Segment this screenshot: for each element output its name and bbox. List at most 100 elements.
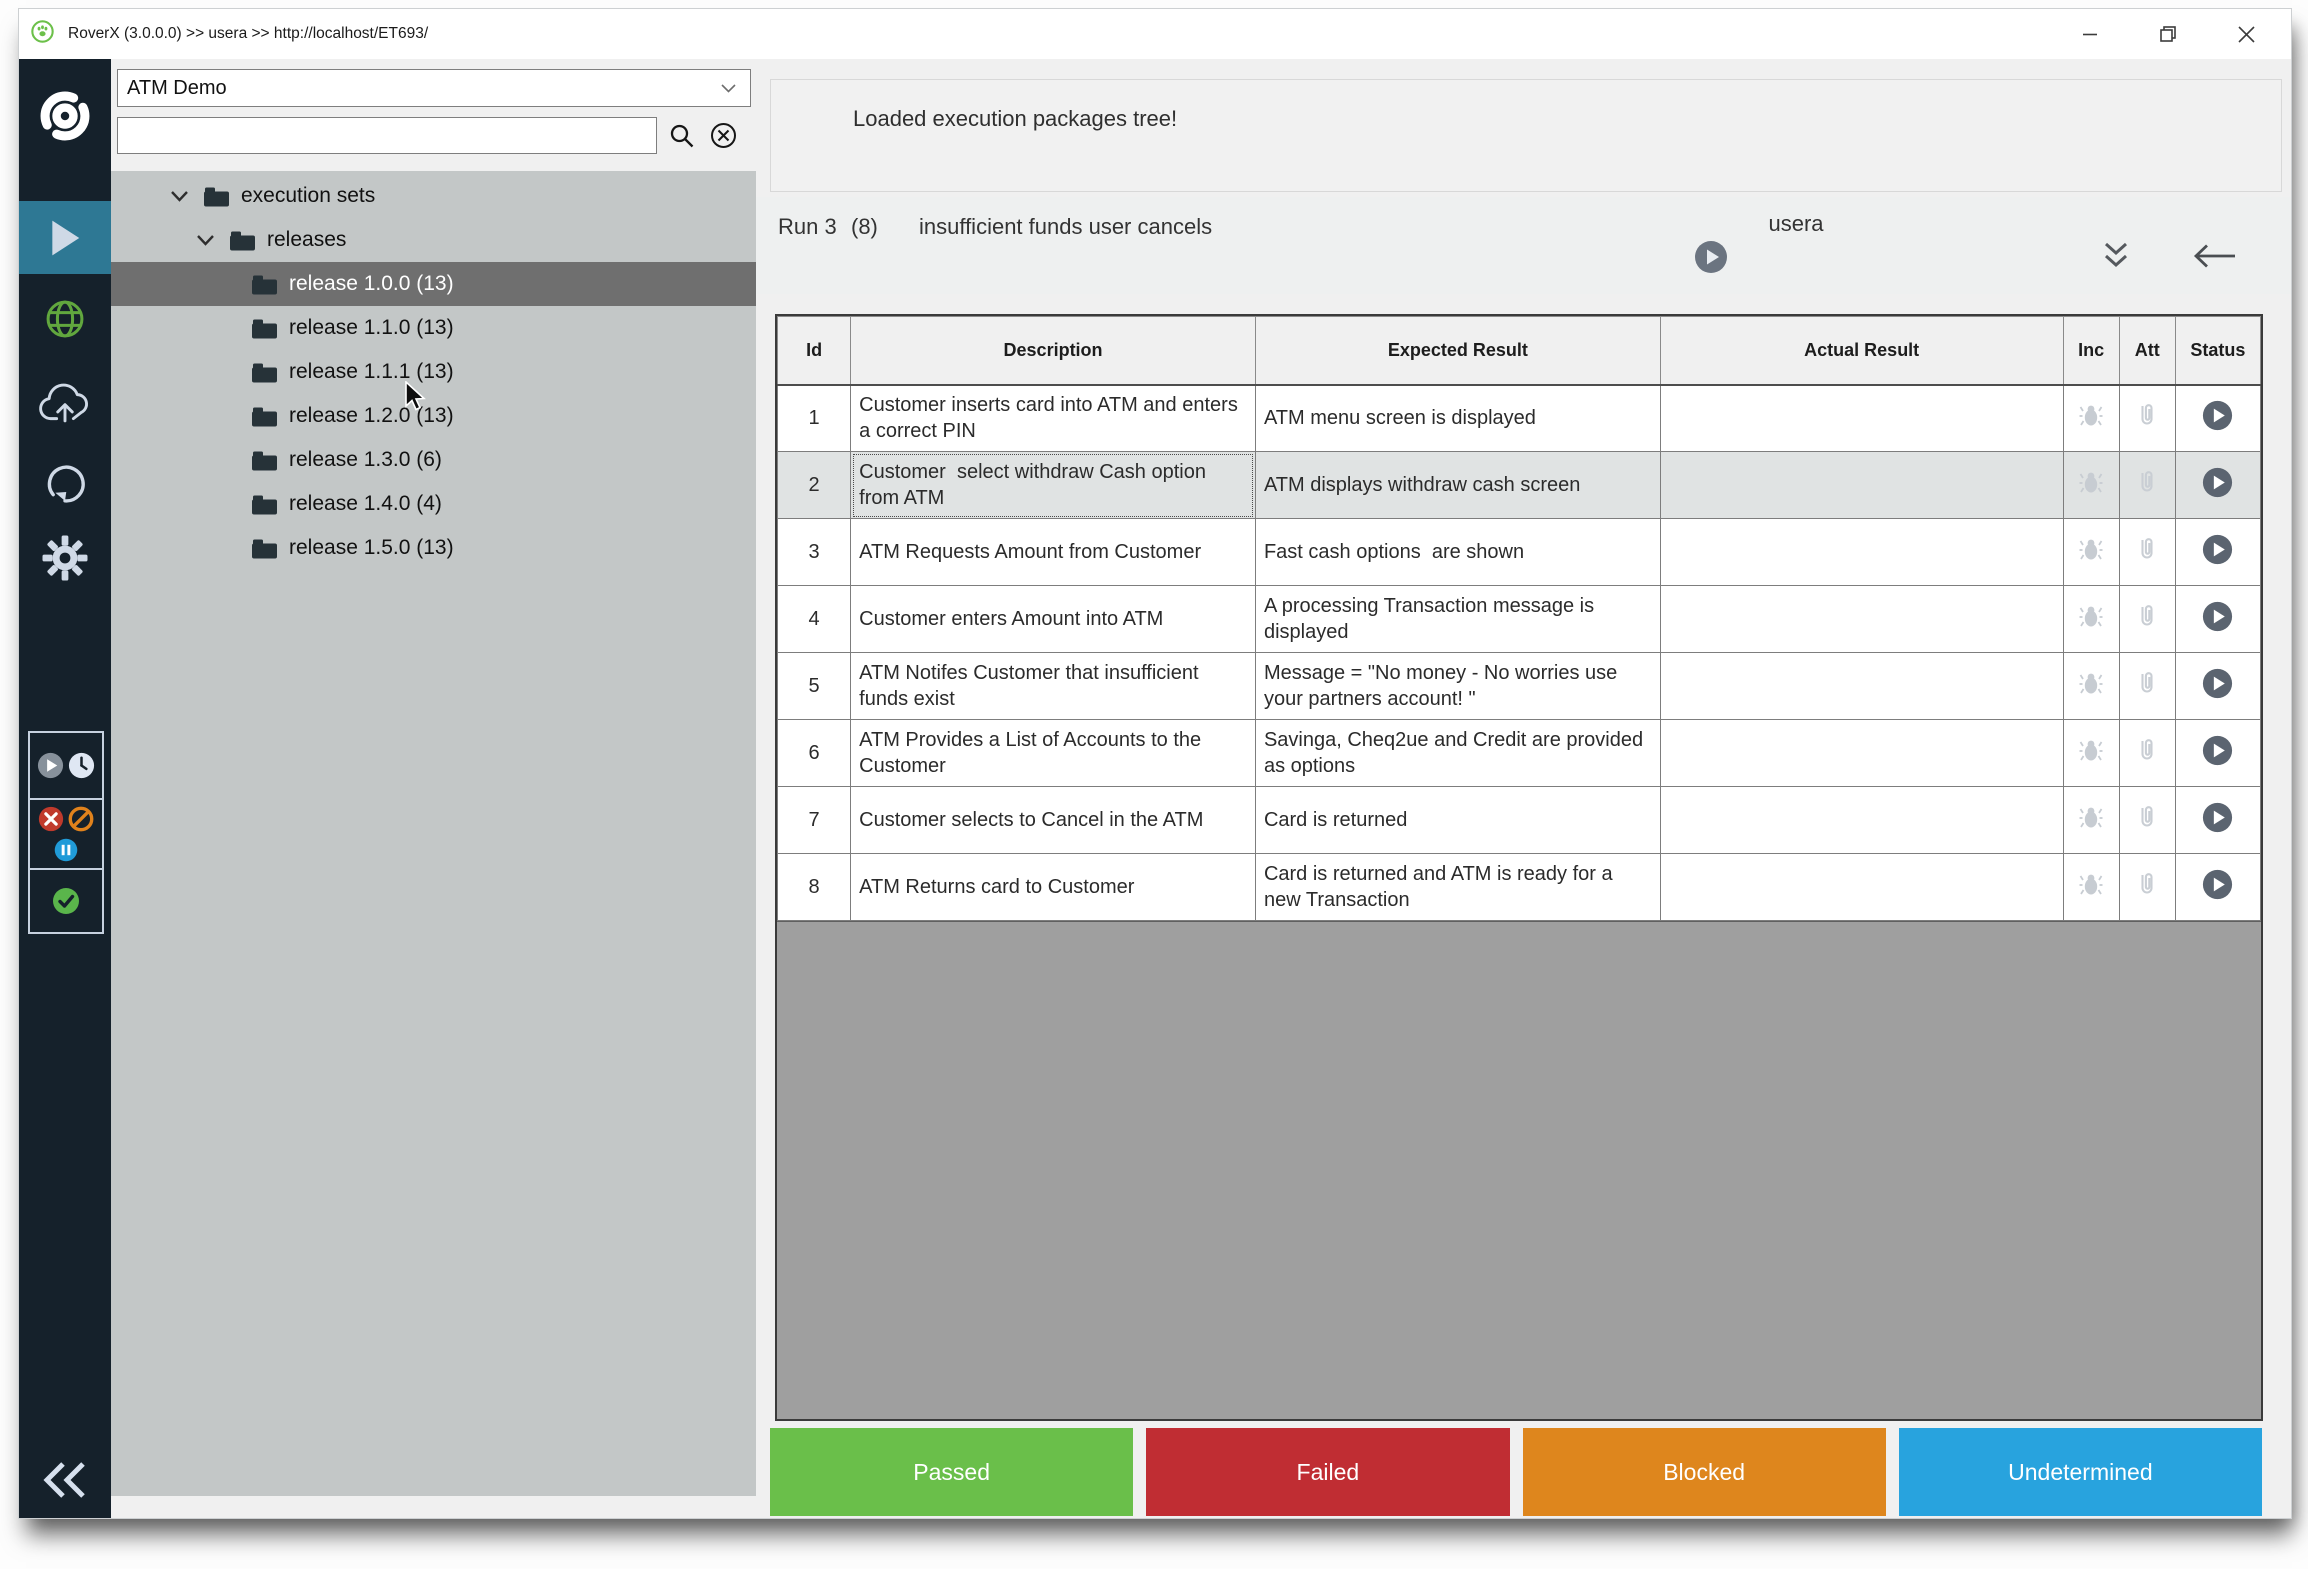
- step-status-cell[interactable]: [2174, 518, 2262, 586]
- step-status-cell[interactable]: [2174, 853, 2262, 921]
- sidebar-item-web[interactable]: [19, 291, 111, 347]
- run-step-button-icon[interactable]: [2202, 601, 2233, 632]
- step-expected-result-cell[interactable]: ATM displays withdraw cash screen: [1254, 451, 1661, 519]
- step-actual-result-cell[interactable]: [1659, 786, 2064, 854]
- expand-all-button[interactable]: [2102, 241, 2130, 277]
- step-status-cell[interactable]: [2174, 384, 2262, 452]
- step-description-cell[interactable]: ATM Requests Amount from Customer: [850, 518, 1256, 586]
- sidebar-item-run[interactable]: [19, 201, 111, 274]
- step-status-cell[interactable]: [2174, 652, 2262, 720]
- run-step-button-icon[interactable]: [2202, 802, 2233, 833]
- sidebar-item-restore-run[interactable]: [19, 457, 111, 511]
- step-expected-result-cell[interactable]: Message = "No money - No worries use you…: [1254, 652, 1661, 720]
- step-description-cell[interactable]: Customer inserts card into ATM and enter…: [850, 384, 1256, 452]
- tree-expand-chevron-icon[interactable]: [170, 190, 189, 202]
- run-step-button-icon[interactable]: [2202, 467, 2233, 498]
- test-step-row[interactable]: 7 Customer selects to Cancel in the ATM Ca…: [776, 786, 2262, 854]
- clear-search-button[interactable]: [705, 117, 742, 154]
- step-expected-result-cell[interactable]: Card is returned and ATM is ready for a …: [1254, 853, 1661, 921]
- run-step-button-icon[interactable]: [2202, 534, 2233, 565]
- step-expected-result-cell[interactable]: Card is returned: [1254, 786, 1661, 854]
- project-selector[interactable]: ATM Demo: [117, 69, 751, 107]
- step-description-cell[interactable]: ATM Returns card to Customer: [850, 853, 1256, 921]
- tree-item[interactable]: release 1.1.0 (13): [111, 306, 756, 350]
- step-attachment-cell[interactable]: [2118, 451, 2176, 519]
- back-button[interactable]: [2192, 243, 2238, 275]
- test-steps-table: Id Description Expected Result Actual Resul…: [776, 316, 2262, 921]
- minimize-button[interactable]: [2051, 9, 2129, 59]
- test-step-row[interactable]: 4 Customer enters Amount into ATM A proces…: [776, 585, 2262, 653]
- search-button[interactable]: [663, 117, 700, 154]
- step-description-cell[interactable]: Customer enters Amount into ATM: [850, 585, 1256, 653]
- tree-item[interactable]: execution sets: [111, 174, 756, 218]
- sidebar-item-settings[interactable]: [19, 531, 111, 585]
- step-incident-cell[interactable]: [2062, 853, 2120, 921]
- step-actual-result-cell[interactable]: [1659, 451, 2064, 519]
- step-attachment-cell[interactable]: [2118, 786, 2176, 854]
- step-incident-cell[interactable]: [2062, 518, 2120, 586]
- blocked-button[interactable]: Blocked: [1522, 1428, 1886, 1516]
- step-description-cell[interactable]: Customer selects to Cancel in the ATM: [850, 786, 1256, 854]
- step-status-cell[interactable]: [2174, 451, 2262, 519]
- search-icon: [670, 124, 693, 147]
- step-incident-cell[interactable]: [2062, 786, 2120, 854]
- test-step-row[interactable]: 1 Customer inserts card into ATM and ente…: [776, 384, 2262, 452]
- step-status-cell[interactable]: [2174, 719, 2262, 787]
- sidebar-item-upload[interactable]: [19, 377, 111, 429]
- column-header: Description: [850, 316, 1256, 386]
- tree-item[interactable]: release 1.3.0 (6): [111, 438, 756, 482]
- step-status-cell[interactable]: [2174, 585, 2262, 653]
- test-step-row[interactable]: 3 ATM Requests Amount from Customer Fast c…: [776, 518, 2262, 586]
- step-incident-cell[interactable]: [2062, 719, 2120, 787]
- run-step-button-icon[interactable]: [2202, 400, 2233, 431]
- test-step-row[interactable]: 5 ATM Notifes Customer that insufficient …: [776, 652, 2262, 720]
- run-step-button-icon[interactable]: [2202, 668, 2233, 699]
- step-description-cell[interactable]: Customer select withdraw Cash option fro…: [850, 451, 1256, 519]
- restore-button[interactable]: [2129, 9, 2207, 59]
- failed-button[interactable]: Failed: [1146, 1428, 1510, 1516]
- step-attachment-cell[interactable]: [2118, 585, 2176, 653]
- step-attachment-cell[interactable]: [2118, 384, 2176, 452]
- tree-item[interactable]: release 1.1.1 (13): [111, 350, 756, 394]
- run-step-button-icon[interactable]: [2202, 869, 2233, 900]
- roverx-logo-icon[interactable]: [19, 87, 111, 145]
- step-actual-result-cell[interactable]: [1659, 652, 2064, 720]
- step-attachment-cell[interactable]: [2118, 853, 2176, 921]
- step-description-cell[interactable]: ATM Notifes Customer that insufficient f…: [850, 652, 1256, 720]
- step-actual-result-cell[interactable]: [1659, 518, 2064, 586]
- step-status-cell[interactable]: [2174, 786, 2262, 854]
- step-actual-result-cell[interactable]: [1659, 384, 2064, 452]
- search-input[interactable]: [118, 118, 656, 153]
- step-incident-cell[interactable]: [2062, 384, 2120, 452]
- run-step-button-icon[interactable]: [2202, 735, 2233, 766]
- test-step-row[interactable]: 2 Customer select withdraw Cash option fr…: [776, 451, 2262, 519]
- chevron-down-icon: [721, 83, 736, 93]
- close-button[interactable]: [2207, 9, 2285, 59]
- step-incident-cell[interactable]: [2062, 451, 2120, 519]
- step-attachment-cell[interactable]: [2118, 518, 2176, 586]
- step-actual-result-cell[interactable]: [1659, 719, 2064, 787]
- tree-item[interactable]: release 1.2.0 (13): [111, 394, 756, 438]
- step-attachment-cell[interactable]: [2118, 652, 2176, 720]
- step-actual-result-cell[interactable]: [1659, 585, 2064, 653]
- tree-item[interactable]: release 1.0.0 (13): [111, 262, 756, 306]
- step-attachment-cell[interactable]: [2118, 719, 2176, 787]
- tree-item[interactable]: release 1.4.0 (4): [111, 482, 756, 526]
- tree-expand-chevron-icon[interactable]: [196, 234, 215, 246]
- passed-button[interactable]: Passed: [770, 1428, 1134, 1516]
- test-step-row[interactable]: 8 ATM Returns card to Customer Card is ret…: [776, 853, 2262, 921]
- step-expected-result-cell[interactable]: Fast cash options are shown: [1254, 518, 1661, 586]
- step-expected-result-cell[interactable]: Savinga, Cheq2ue and Credit are provided…: [1254, 719, 1661, 787]
- step-expected-result-cell[interactable]: A processing Transaction message is disp…: [1254, 585, 1661, 653]
- step-actual-result-cell[interactable]: [1659, 853, 2064, 921]
- tree-item[interactable]: release 1.5.0 (13): [111, 526, 756, 570]
- step-incident-cell[interactable]: [2062, 585, 2120, 653]
- step-expected-result-cell[interactable]: ATM menu screen is displayed: [1254, 384, 1661, 452]
- undetermined-button[interactable]: Undetermined: [1898, 1428, 2262, 1516]
- run-all-play-button[interactable]: [1694, 240, 1728, 280]
- step-description-cell[interactable]: ATM Provides a List of Accounts to the C…: [850, 719, 1256, 787]
- test-step-row[interactable]: 6 ATM Provides a List of Accounts to the …: [776, 719, 2262, 787]
- sidebar-collapse-button[interactable]: [19, 1460, 111, 1500]
- tree-item[interactable]: releases: [111, 218, 756, 262]
- step-incident-cell[interactable]: [2062, 652, 2120, 720]
